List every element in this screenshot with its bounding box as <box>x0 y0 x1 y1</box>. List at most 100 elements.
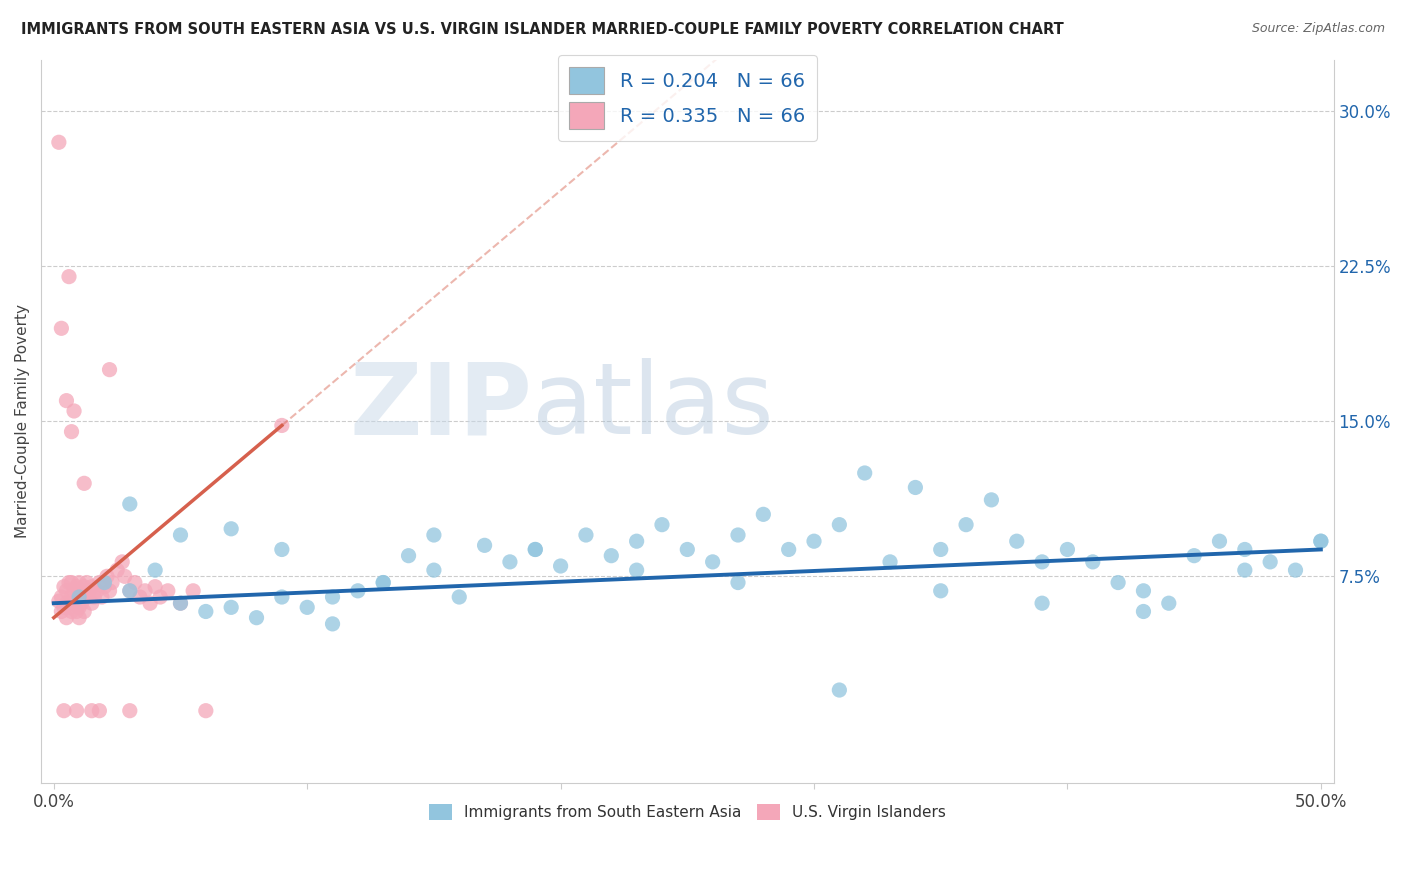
Point <box>828 517 851 532</box>
Point <box>67 590 90 604</box>
Point <box>194 605 217 619</box>
Point <box>90 590 112 604</box>
Point <box>1233 563 1256 577</box>
Point <box>219 600 242 615</box>
Text: atlas: atlas <box>533 359 773 455</box>
Point <box>65 704 87 718</box>
Point <box>727 575 749 590</box>
Point <box>702 555 724 569</box>
Point <box>295 600 318 615</box>
Point <box>52 704 75 718</box>
Text: IMMIGRANTS FROM SOUTH EASTERN ASIA VS U.S. VIRGIN ISLANDER MARRIED-COUPLE FAMILY: IMMIGRANTS FROM SOUTH EASTERN ASIA VS U.… <box>21 22 1064 37</box>
Point <box>347 583 370 598</box>
Point <box>270 418 292 433</box>
Point <box>76 575 98 590</box>
Point <box>398 549 420 563</box>
Point <box>474 538 496 552</box>
Point <box>1031 555 1053 569</box>
Point <box>55 610 77 624</box>
Point <box>89 575 111 590</box>
Point <box>124 575 146 590</box>
Point <box>626 534 648 549</box>
Point <box>1081 555 1104 569</box>
Point <box>114 569 136 583</box>
Point <box>626 563 648 577</box>
Point <box>93 580 115 594</box>
Point <box>58 269 80 284</box>
Point <box>52 600 75 615</box>
Point <box>803 534 825 549</box>
Point <box>1233 542 1256 557</box>
Point <box>118 497 141 511</box>
Point <box>778 542 800 557</box>
Point <box>1031 596 1053 610</box>
Point <box>118 704 141 718</box>
Point <box>58 575 80 590</box>
Point <box>58 600 80 615</box>
Point <box>67 590 90 604</box>
Point <box>73 580 96 594</box>
Point <box>1132 583 1154 598</box>
Point <box>80 704 103 718</box>
Point <box>143 580 166 594</box>
Point <box>156 583 179 598</box>
Point <box>101 575 124 590</box>
Point <box>1132 605 1154 619</box>
Point <box>98 583 121 598</box>
Point <box>83 590 105 604</box>
Point <box>449 590 471 604</box>
Point <box>270 542 292 557</box>
Point <box>322 590 344 604</box>
Point <box>1208 534 1230 549</box>
Point <box>70 596 93 610</box>
Point <box>929 542 952 557</box>
Point <box>80 596 103 610</box>
Point <box>111 555 134 569</box>
Point <box>65 580 87 594</box>
Point <box>63 404 86 418</box>
Point <box>423 528 446 542</box>
Point <box>600 549 623 563</box>
Point <box>423 563 446 577</box>
Point <box>98 362 121 376</box>
Point <box>60 605 83 619</box>
Point <box>149 590 172 604</box>
Point <box>1309 534 1331 549</box>
Point <box>63 583 86 598</box>
Point <box>1107 575 1129 590</box>
Point <box>73 476 96 491</box>
Point <box>55 596 77 610</box>
Point <box>169 596 191 610</box>
Text: ZIP: ZIP <box>349 359 533 455</box>
Point <box>245 610 267 624</box>
Point <box>51 590 73 604</box>
Point <box>139 596 162 610</box>
Point <box>219 522 242 536</box>
Point <box>322 616 344 631</box>
Point <box>60 575 83 590</box>
Point <box>48 594 70 608</box>
Point <box>1005 534 1028 549</box>
Point <box>1157 596 1180 610</box>
Point <box>1056 542 1078 557</box>
Point <box>63 596 86 610</box>
Point <box>575 528 598 542</box>
Point <box>169 596 191 610</box>
Point <box>929 583 952 598</box>
Legend: Immigrants from South Eastern Asia, U.S. Virgin Islanders: Immigrants from South Eastern Asia, U.S.… <box>423 797 952 826</box>
Point <box>904 480 927 494</box>
Point <box>80 580 103 594</box>
Point <box>955 517 977 532</box>
Point <box>499 555 522 569</box>
Point <box>86 583 108 598</box>
Point <box>752 508 775 522</box>
Point <box>373 575 395 590</box>
Point <box>65 605 87 619</box>
Point <box>118 583 141 598</box>
Point <box>105 563 128 577</box>
Point <box>1309 534 1331 549</box>
Point <box>828 683 851 698</box>
Point <box>76 590 98 604</box>
Point <box>1284 563 1306 577</box>
Point <box>52 580 75 594</box>
